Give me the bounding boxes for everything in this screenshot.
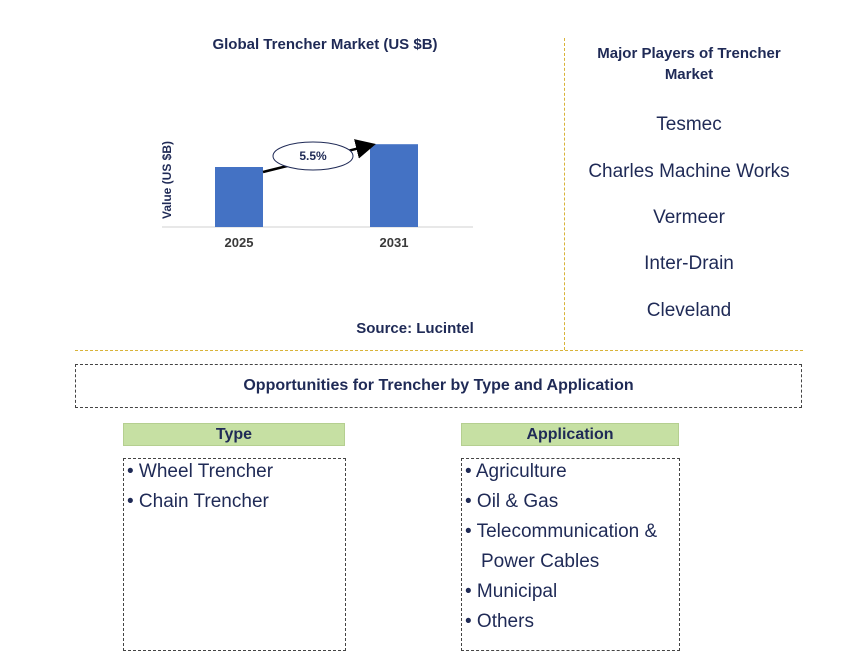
application-header: Application — [461, 423, 679, 446]
y-axis-label: Value (US $B) — [160, 141, 174, 219]
type-item: • Wheel Trencher — [127, 461, 274, 482]
x-tick-label: 2031 — [380, 235, 409, 250]
application-item: • Others — [465, 611, 534, 632]
type-item: • Chain Trencher — [127, 491, 269, 512]
cagr-label: 5.5% — [299, 149, 327, 163]
bar-2031 — [370, 144, 418, 227]
application-item: • Municipal — [465, 581, 558, 602]
chart-title: Global Trencher Market (US $B) — [212, 36, 438, 53]
player-item: Vermeer — [653, 207, 725, 228]
cagr-ellipse — [272, 141, 354, 171]
players-title: Major Players of Trencher Market — [597, 45, 781, 83]
application-item: Power Cables — [481, 551, 600, 572]
player-item: Cleveland — [646, 300, 732, 321]
bar-2025 — [215, 167, 263, 227]
type-list: • Wheel Trencher • Chain Trencher — [123, 458, 346, 651]
application-item: • Telecommunication & — [465, 521, 658, 542]
source-label: Source: Lucintel — [356, 320, 474, 337]
horizontal-divider — [75, 350, 803, 351]
player-item: Inter-Drain — [644, 253, 734, 274]
bar-chart: Value (US $B) 2025 2031 5.5% — [160, 139, 473, 250]
player-item: Charles Machine Works — [588, 161, 790, 182]
application-list: • Agriculture • Oil & Gas • Telecommunic… — [461, 458, 680, 651]
player-item: Tesmec — [656, 114, 722, 135]
type-header: Type — [123, 423, 345, 446]
vertical-divider — [564, 38, 565, 350]
application-item: • Oil & Gas — [465, 491, 559, 512]
x-tick-label: 2025 — [225, 235, 254, 250]
application-item: • Agriculture — [465, 461, 567, 482]
opportunities-title: Opportunities for Trencher by Type and A… — [75, 364, 802, 408]
